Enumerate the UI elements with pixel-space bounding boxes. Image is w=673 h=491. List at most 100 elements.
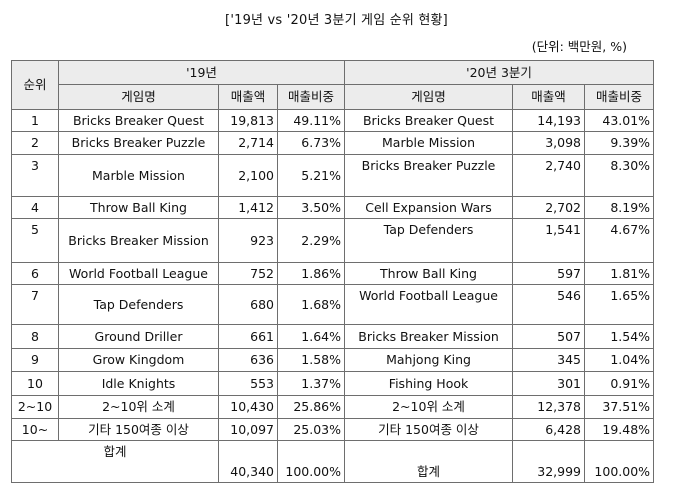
header-year-2020q3: '20년 3분기 [344,60,655,85]
game-ranking-table: 순위 '19년 '20년 3분기 게임명 매출액 매출비중 게임명 매출액 매출… [11,60,655,483]
sales-2019-cell: 636 [218,348,278,372]
table-row: 9 Grow Kingdom 636 1.58% Mahjong King 34… [11,348,655,372]
game-2020-cell: Tap Defenders [344,218,514,263]
game-2020-cell: Bricks Breaker Quest [344,109,514,132]
others-row: 10~ 기타 150여종 이상 10,097 25.03% 기타 150여종 이… [11,418,655,441]
header-share-2019: 매출비중 [276,84,346,110]
sales-2019-cell: 10,097 [218,418,278,441]
share-2019-cell: 5.21% [276,154,346,197]
table-row: 10 Idle Knights 553 1.37% Fishing Hook 3… [11,371,655,396]
game-2019-cell: World Football League [58,262,219,285]
game-2019-cell: Bricks Breaker Quest [58,109,219,132]
total-label-2019: 합계 [11,440,219,483]
game-2019-cell: 기타 150여종 이상 [58,418,219,441]
unit-note: (단위: 백만원, %) [531,39,627,54]
share-2019-cell: 1.86% [276,262,346,285]
header-game-2019: 게임명 [58,84,219,110]
sales-2020-cell: 301 [512,371,586,396]
share-2020-cell: 1.54% [584,324,655,349]
rank-cell: 1 [11,109,59,132]
share-2019-cell: 1.37% [276,371,346,396]
header-share-2020: 매출비중 [584,84,655,110]
sales-2019-cell: 2,714 [218,131,278,155]
table-title: ['19년 vs '20년 3분기 게임 순위 현황] [225,13,448,28]
sales-2019-cell: 2,100 [218,154,278,197]
sales-2020-cell: 6,428 [512,418,586,441]
share-2020-cell: 4.67% [584,218,655,263]
sales-2019-cell: 553 [218,371,278,396]
share-2019-cell: 1.58% [276,348,346,372]
share-2020-cell: 0.91% [584,371,655,396]
sales-2020-cell: 14,193 [512,109,586,132]
rank-cell: 2 [11,131,59,155]
share-2019-cell: 1.64% [276,324,346,349]
total-row: 합계 40,340 100.00% 합계 32,999 100.00% [11,440,655,483]
share-2020-cell: 37.51% [584,395,655,419]
share-2019-cell: 3.50% [276,196,346,219]
sales-2020-cell: 597 [512,262,586,285]
game-2019-cell: Grow Kingdom [58,348,219,372]
game-2019-cell: Idle Knights [58,371,219,396]
header-game-2020: 게임명 [344,84,514,110]
rank-cell: 9 [11,348,59,372]
table-row: 5 Bricks Breaker Mission 923 2.29% Tap D… [11,218,655,263]
rank-cell: 4 [11,196,59,219]
share-2020-cell: 8.30% [584,154,655,197]
game-2019-cell: Ground Driller [58,324,219,349]
game-2020-cell: Marble Mission [344,131,514,155]
table-row: 6 World Football League 752 1.86% Throw … [11,262,655,285]
sales-2020-cell: 546 [512,284,586,325]
rank-cell: 10 [11,371,59,396]
sales-2019-cell: 1,412 [218,196,278,219]
game-2020-cell: Cell Expansion Wars [344,196,514,219]
game-2019-cell: Bricks Breaker Mission [58,218,219,263]
rank-cell: 7 [11,284,59,325]
sales-2019-cell: 661 [218,324,278,349]
share-2020-cell: 1.04% [584,348,655,372]
sales-2020-cell: 345 [512,348,586,372]
rank-cell: 3 [11,154,59,197]
share-2019-cell: 25.03% [276,418,346,441]
total-sales-2019: 40,340 [218,440,278,483]
game-2019-cell: Tap Defenders [58,284,219,325]
game-2020-cell: Bricks Breaker Puzzle [344,154,514,197]
game-2020-cell: Mahjong King [344,348,514,372]
rank-cell: 2~10 [11,395,59,419]
rank-cell: 6 [11,262,59,285]
total-label-2020: 합계 [344,440,514,483]
share-2020-cell: 43.01% [584,109,655,132]
game-2019-cell: 2~10위 소계 [58,395,219,419]
total-share-2020: 100.00% [584,440,655,483]
header-sales-2019: 매출액 [218,84,278,110]
rank-cell: 8 [11,324,59,349]
sales-2019-cell: 10,430 [218,395,278,419]
game-2019-cell: Throw Ball King [58,196,219,219]
game-2020-cell: Fishing Hook [344,371,514,396]
sales-2020-cell: 2,702 [512,196,586,219]
game-2019-cell: Marble Mission [58,154,219,197]
header-rank: 순위 [11,60,59,110]
game-2019-cell: Bricks Breaker Puzzle [58,131,219,155]
game-2020-cell: World Football League [344,284,514,325]
subtotal-row: 2~10 2~10위 소계 10,430 25.86% 2~10위 소계 12,… [11,395,655,419]
share-2019-cell: 49.11% [276,109,346,132]
sales-2020-cell: 2,740 [512,154,586,197]
sales-2019-cell: 19,813 [218,109,278,132]
sales-2020-cell: 3,098 [512,131,586,155]
table-row: 2 Bricks Breaker Puzzle 2,714 6.73% Marb… [11,131,655,155]
share-2020-cell: 8.19% [584,196,655,219]
share-2019-cell: 1.68% [276,284,346,325]
header-year-2019: '19년 [57,60,346,85]
share-2020-cell: 9.39% [584,131,655,155]
share-2019-cell: 6.73% [276,131,346,155]
game-2020-cell: 2~10위 소계 [344,395,514,419]
sales-2020-cell: 12,378 [512,395,586,419]
sales-2019-cell: 680 [218,284,278,325]
game-2020-cell: Bricks Breaker Mission [344,324,514,349]
share-2019-cell: 2.29% [276,218,346,263]
game-2020-cell: 기타 150여종 이상 [344,418,514,441]
share-2020-cell: 19.48% [584,418,655,441]
game-2020-cell: Throw Ball King [344,262,514,285]
sales-2020-cell: 1,541 [512,218,586,263]
share-2020-cell: 1.81% [584,262,655,285]
